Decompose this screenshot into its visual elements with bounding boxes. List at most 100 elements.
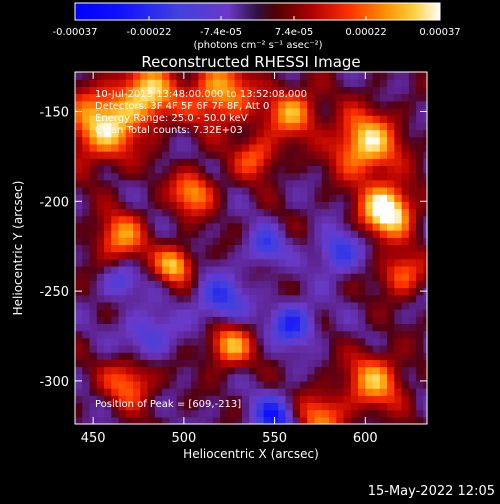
heatmap-cell — [111, 107, 120, 116]
heatmap-cell — [176, 337, 185, 346]
heatmap-cell — [379, 330, 388, 339]
heatmap-cell — [416, 280, 424, 289]
heatmap-cell — [278, 72, 287, 80]
heatmap-cell — [343, 359, 352, 368]
heatmap-cell — [125, 301, 134, 310]
heatmap-cell — [408, 100, 417, 109]
heatmap-cell — [416, 409, 424, 418]
heatmap-cell — [241, 194, 250, 202]
heatmap-cell — [343, 86, 352, 95]
heatmap-cell — [408, 337, 417, 346]
heatmap-cell — [154, 215, 163, 224]
heatmap-cell — [191, 158, 199, 166]
heatmap-cell — [227, 352, 236, 360]
heatmap-cell — [241, 388, 250, 396]
heatmap-cell — [191, 337, 199, 346]
heatmap-cell — [350, 380, 359, 389]
heatmap-cell — [350, 72, 359, 80]
heatmap-cell — [125, 344, 134, 353]
heatmap-cell — [423, 366, 427, 375]
heatmap-cell — [125, 93, 134, 102]
heatmap-cell — [292, 86, 301, 95]
heatmap-cell — [212, 86, 221, 95]
heatmap-cell — [423, 316, 427, 325]
heatmap-cell — [183, 359, 192, 368]
heatmap-cell — [270, 287, 279, 296]
heatmap-cell — [183, 323, 192, 332]
heatmap-cell — [401, 136, 410, 145]
heatmap-cell — [176, 230, 185, 238]
heatmap-cell — [205, 72, 214, 80]
heatmap-cell — [321, 301, 330, 310]
heatmap-cell — [111, 136, 120, 145]
heatmap-cell — [307, 179, 316, 188]
heatmap-cell — [241, 380, 250, 389]
heatmap-cell — [365, 172, 374, 181]
heatmap-cell — [423, 115, 427, 123]
footer-timestamp: 15-May-2022 12:05 — [368, 484, 495, 499]
heatmap-cell — [111, 100, 120, 109]
heatmap-cell — [118, 86, 127, 95]
heatmap-cell — [140, 215, 149, 224]
heatmap-cell — [416, 402, 424, 411]
heatmap-cell — [104, 201, 112, 210]
heatmap-cell — [285, 323, 294, 332]
heatmap-cell — [205, 258, 214, 267]
heatmap-cell — [278, 201, 287, 210]
heatmap-cell — [358, 258, 366, 267]
heatmap-cell — [249, 201, 258, 210]
heatmap-cell — [350, 230, 359, 238]
heatmap-cell — [118, 194, 127, 202]
heatmap-cell — [314, 280, 323, 289]
heatmap-cell — [227, 79, 236, 87]
heatmap-cell — [372, 186, 381, 195]
heatmap-cell — [408, 79, 417, 87]
heatmap-cell — [358, 395, 366, 404]
heatmap-cell — [154, 294, 163, 303]
heatmap-cell — [169, 352, 178, 360]
heatmap-cell — [89, 129, 98, 138]
heatmap-cell — [343, 122, 352, 131]
heatmap-cell — [387, 151, 395, 159]
heatmap-cell — [372, 309, 381, 317]
x-tick-label: 550 — [262, 431, 287, 446]
heatmap-cell — [372, 409, 381, 418]
heatmap-cell — [329, 409, 337, 418]
heatmap-cell — [379, 93, 388, 102]
heatmap-cell — [372, 143, 381, 152]
heatmap-cell — [408, 222, 417, 231]
heatmap-cell — [416, 151, 424, 159]
heatmap-cell — [365, 373, 374, 382]
heatmap-cell — [133, 165, 141, 174]
heatmap-cell — [147, 158, 156, 166]
heatmap-cell — [234, 237, 243, 246]
heatmap-cell — [307, 136, 316, 145]
heatmap-cell — [234, 344, 243, 353]
heatmap-cell — [379, 136, 388, 145]
heatmap-cell — [191, 359, 199, 368]
heatmap-cell — [205, 100, 214, 109]
heatmap-cell — [234, 416, 243, 424]
heatmap-cell — [176, 201, 185, 210]
heatmap-cell — [372, 388, 381, 396]
heatmap-cell — [104, 316, 112, 325]
heatmap-cell — [408, 265, 417, 274]
heatmap-cell — [423, 301, 427, 310]
heatmap-cell — [263, 323, 272, 332]
heatmap-cell — [176, 79, 185, 87]
heatmap-cell — [212, 194, 221, 202]
heatmap-cell — [227, 294, 236, 303]
heatmap-cell — [343, 309, 352, 317]
heatmap-cell — [234, 251, 243, 260]
heatmap-cell — [89, 337, 98, 346]
heatmap-cell — [198, 294, 207, 303]
heatmap-cell — [212, 129, 221, 138]
heatmap-cell — [96, 265, 105, 274]
heatmap-cell — [140, 208, 149, 217]
heatmap-cell — [205, 93, 214, 102]
heatmap-cell — [314, 294, 323, 303]
heatmap-cell — [365, 165, 374, 174]
heatmap-cell — [169, 107, 178, 116]
heatmap-cell — [234, 86, 243, 95]
heatmap-cell — [162, 115, 170, 123]
